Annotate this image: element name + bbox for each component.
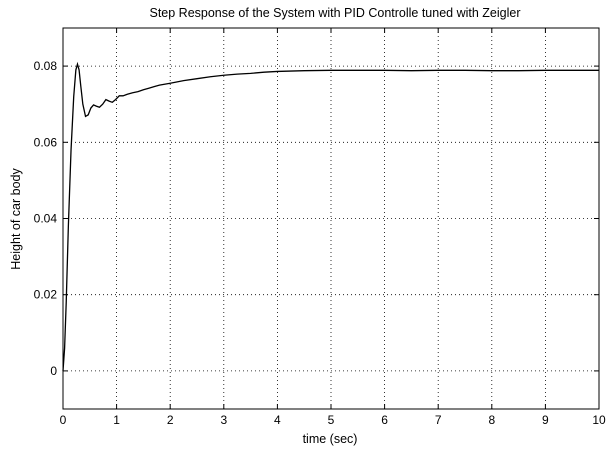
x-tick-label: 5 — [328, 413, 335, 427]
x-tick-label: 10 — [592, 413, 606, 427]
y-tick-label: 0 — [50, 364, 57, 378]
y-axis-label: Height of car body — [9, 168, 23, 270]
y-tick-label: 0.06 — [34, 135, 58, 149]
x-tick-label: 7 — [435, 413, 442, 427]
x-tick-label: 3 — [220, 413, 227, 427]
x-tick-label: 1 — [113, 413, 120, 427]
x-tick-label: 2 — [167, 413, 174, 427]
x-tick-label: 8 — [488, 413, 495, 427]
y-tick-label: 0.02 — [34, 288, 58, 302]
y-tick-label: 0.04 — [34, 212, 58, 226]
y-tick-label: 0.08 — [34, 59, 58, 73]
x-tick-label: 0 — [60, 413, 67, 427]
response-line — [62, 61, 599, 371]
chart-title: Step Response of the System with PID Con… — [149, 6, 520, 20]
axis-ticks: 0 1 2 3 4 5 6 7 8 9 10 0 0.02 0.04 0.06 0.08 — [34, 28, 606, 427]
x-tick-label: 9 — [542, 413, 549, 427]
x-tick-label: 6 — [381, 413, 388, 427]
grid-lines — [63, 28, 599, 409]
x-tick-label: 4 — [274, 413, 281, 427]
x-axis-label: time (sec) — [303, 432, 358, 446]
